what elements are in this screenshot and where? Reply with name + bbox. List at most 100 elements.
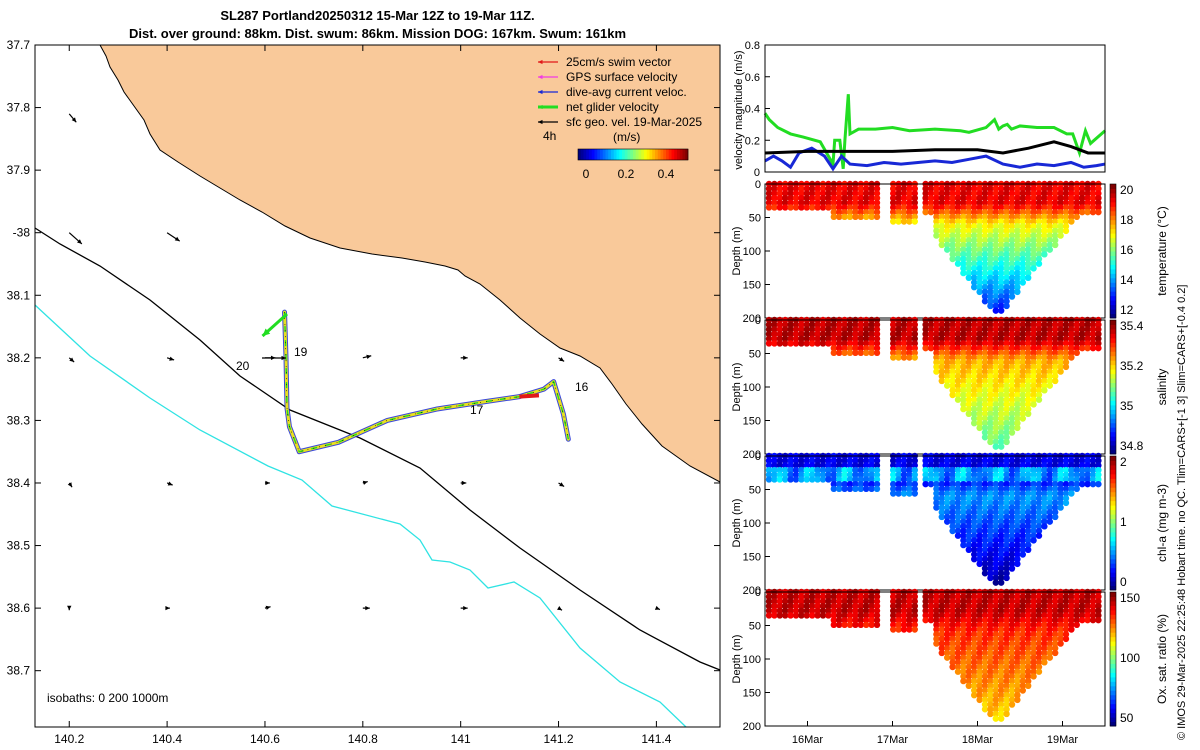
section-sample (998, 199, 1005, 206)
section-sample (1046, 490, 1054, 497)
section-sample (976, 527, 983, 535)
section-sample (981, 241, 989, 249)
section-sample (1089, 344, 1097, 352)
section-sample (987, 480, 994, 488)
section-sample (949, 654, 956, 661)
section-dots (765, 588, 1102, 722)
section-sample (949, 457, 956, 464)
section-sample (1046, 593, 1054, 600)
velocity-series-2 (764, 140, 1105, 155)
section-sample (852, 457, 859, 464)
colorbar-swatch (627, 149, 631, 160)
section-sample (1014, 382, 1021, 389)
section-sample (998, 701, 1005, 708)
section-sample (976, 677, 983, 685)
section-sample (992, 401, 999, 408)
section-sample (998, 532, 1005, 539)
section-sample (868, 340, 875, 347)
section-sample (1035, 251, 1043, 258)
section-sample (944, 495, 951, 502)
section-sample (1019, 265, 1026, 272)
section-sample (976, 405, 983, 413)
section-sample (1084, 194, 1091, 202)
section-sample (944, 462, 951, 469)
section-sample (976, 480, 983, 488)
section-sample (971, 279, 978, 286)
section-sample (987, 246, 994, 253)
section-sample (1025, 518, 1032, 525)
section-sample (1025, 612, 1032, 619)
day20-arrow (262, 355, 286, 361)
section-sample (782, 321, 789, 328)
section-sample (841, 602, 848, 610)
section-sample (1046, 499, 1054, 507)
section-sample (819, 330, 827, 338)
section-sample (798, 466, 805, 474)
section-sample (987, 631, 994, 638)
section-colorbar-swatch (1110, 650, 1116, 656)
section-sample (938, 495, 945, 502)
section-sample (1008, 701, 1016, 708)
colorbar-swatch (591, 149, 595, 160)
section-sample (1008, 527, 1016, 535)
section-sample (987, 626, 994, 633)
section-sample (1014, 255, 1021, 263)
section-sample (857, 612, 864, 619)
section-colorbar-frame (1109, 591, 1117, 727)
section-sample (1030, 185, 1037, 192)
section-sample (976, 635, 983, 643)
section-colorbar-swatch (1110, 422, 1116, 428)
section-sample (857, 607, 864, 614)
section-sample (1052, 208, 1059, 216)
section-sample (809, 593, 816, 600)
section-sample (1041, 373, 1048, 380)
section-sample (803, 190, 810, 197)
section-sample (998, 706, 1005, 713)
section-sample (1003, 190, 1010, 197)
section-sample (1079, 204, 1086, 211)
section-sample (981, 194, 989, 202)
section-sample (987, 227, 994, 235)
section-sample (965, 237, 972, 244)
section-sample (782, 335, 789, 342)
section-sample (1014, 485, 1021, 493)
section-sample (949, 616, 956, 624)
section-colorbar-tick: 20 (1120, 183, 1134, 197)
section-sample (949, 223, 956, 230)
section-sample (1008, 349, 1016, 357)
section-sample (809, 194, 816, 202)
section-sample (890, 612, 897, 619)
section-sample (1030, 204, 1037, 211)
section-sample (1035, 476, 1043, 483)
section-sample (954, 349, 962, 357)
section-sample (1073, 593, 1081, 600)
section-sample (998, 232, 1005, 239)
section-sample (1057, 471, 1064, 478)
section-sample (944, 504, 951, 511)
section-sample (863, 612, 870, 619)
section-sample (1019, 626, 1026, 633)
section-sample (1041, 246, 1048, 253)
section-colorbar-swatch (1110, 699, 1116, 705)
section-sample (857, 326, 864, 333)
section-sample (1014, 616, 1021, 624)
depth-tick-label: 100 (743, 382, 761, 394)
land-polygon (99, 44, 721, 483)
geo-vector-15 (67, 605, 72, 611)
section-sample (976, 260, 983, 267)
geo-vector-0 (68, 113, 77, 123)
section-sample (863, 485, 870, 493)
section-sample (987, 223, 994, 230)
section-sample (1019, 260, 1026, 267)
section-sample (900, 462, 908, 469)
section-sample (1014, 677, 1021, 685)
section-sample (981, 527, 989, 535)
section-sample (965, 190, 972, 197)
section-sample (987, 241, 994, 249)
colorbar-swatch (619, 149, 623, 160)
section-sample (1041, 626, 1048, 633)
section-sample (1052, 612, 1059, 619)
section-sample (1057, 340, 1064, 347)
section-sample (1014, 462, 1021, 469)
